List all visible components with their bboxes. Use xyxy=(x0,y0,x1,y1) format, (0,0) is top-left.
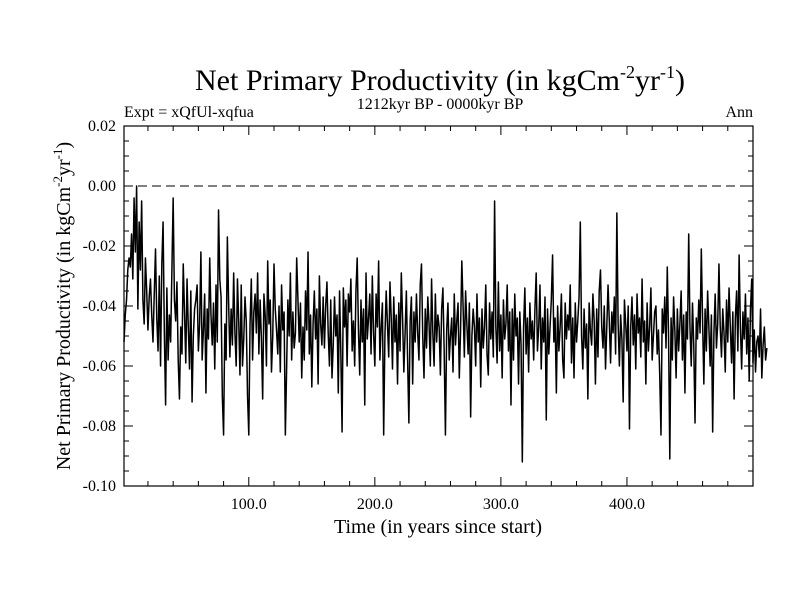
ylabel-superscript-2: -1 xyxy=(50,149,65,160)
x-tick-label: 100.0 xyxy=(231,496,267,513)
y-tick-label: -0.08 xyxy=(83,418,116,435)
npp-series-line xyxy=(123,185,768,463)
experiment-label: Expt = xQfUl-xqfua xyxy=(124,104,254,121)
y-tick-label: 0.02 xyxy=(88,118,116,135)
title-close: ) xyxy=(675,64,685,97)
plot-frame xyxy=(123,125,754,487)
title-superscript-2: -1 xyxy=(660,62,675,82)
y-tick-label: -0.10 xyxy=(83,478,116,495)
y-tick-label: -0.06 xyxy=(83,358,116,375)
y-tick-label: -0.04 xyxy=(83,298,116,315)
x-tick-label: 400.0 xyxy=(609,496,645,513)
x-axis-label: Time (in years since start) xyxy=(334,516,542,538)
y-axis-label: Net Primary Productivity (in kgCm-2yr-1) xyxy=(50,142,75,470)
ylabel-unit-yr: yr xyxy=(53,159,75,176)
season-label: Ann xyxy=(725,104,753,121)
time-range-label: 1212kyr BP - 0000kyr BP xyxy=(357,96,524,113)
ylabel-main: Net Primary Productivity (in kgCm xyxy=(53,186,75,470)
data-series xyxy=(123,185,768,463)
ylabel-close: ) xyxy=(53,142,75,149)
y-tick-label: 0.00 xyxy=(88,178,116,195)
y-tick-label: -0.02 xyxy=(83,238,116,255)
ylabel-superscript-1: -2 xyxy=(50,176,65,187)
title-superscript-1: -2 xyxy=(620,62,635,82)
x-tick-label: 200.0 xyxy=(357,496,393,513)
title-main: Net Primary Productivity (in kgCm xyxy=(195,64,620,97)
x-tick-label: 300.0 xyxy=(483,496,519,513)
tick-labels: 100.0 200.0 300.0 400.0 0.02 0.00 -0.02 -0.04 -0… xyxy=(83,118,645,513)
title-unit-yr: yr xyxy=(635,64,660,97)
chart-title: Net Primary Productivity (in kgCm-2yr-1) xyxy=(195,62,685,97)
